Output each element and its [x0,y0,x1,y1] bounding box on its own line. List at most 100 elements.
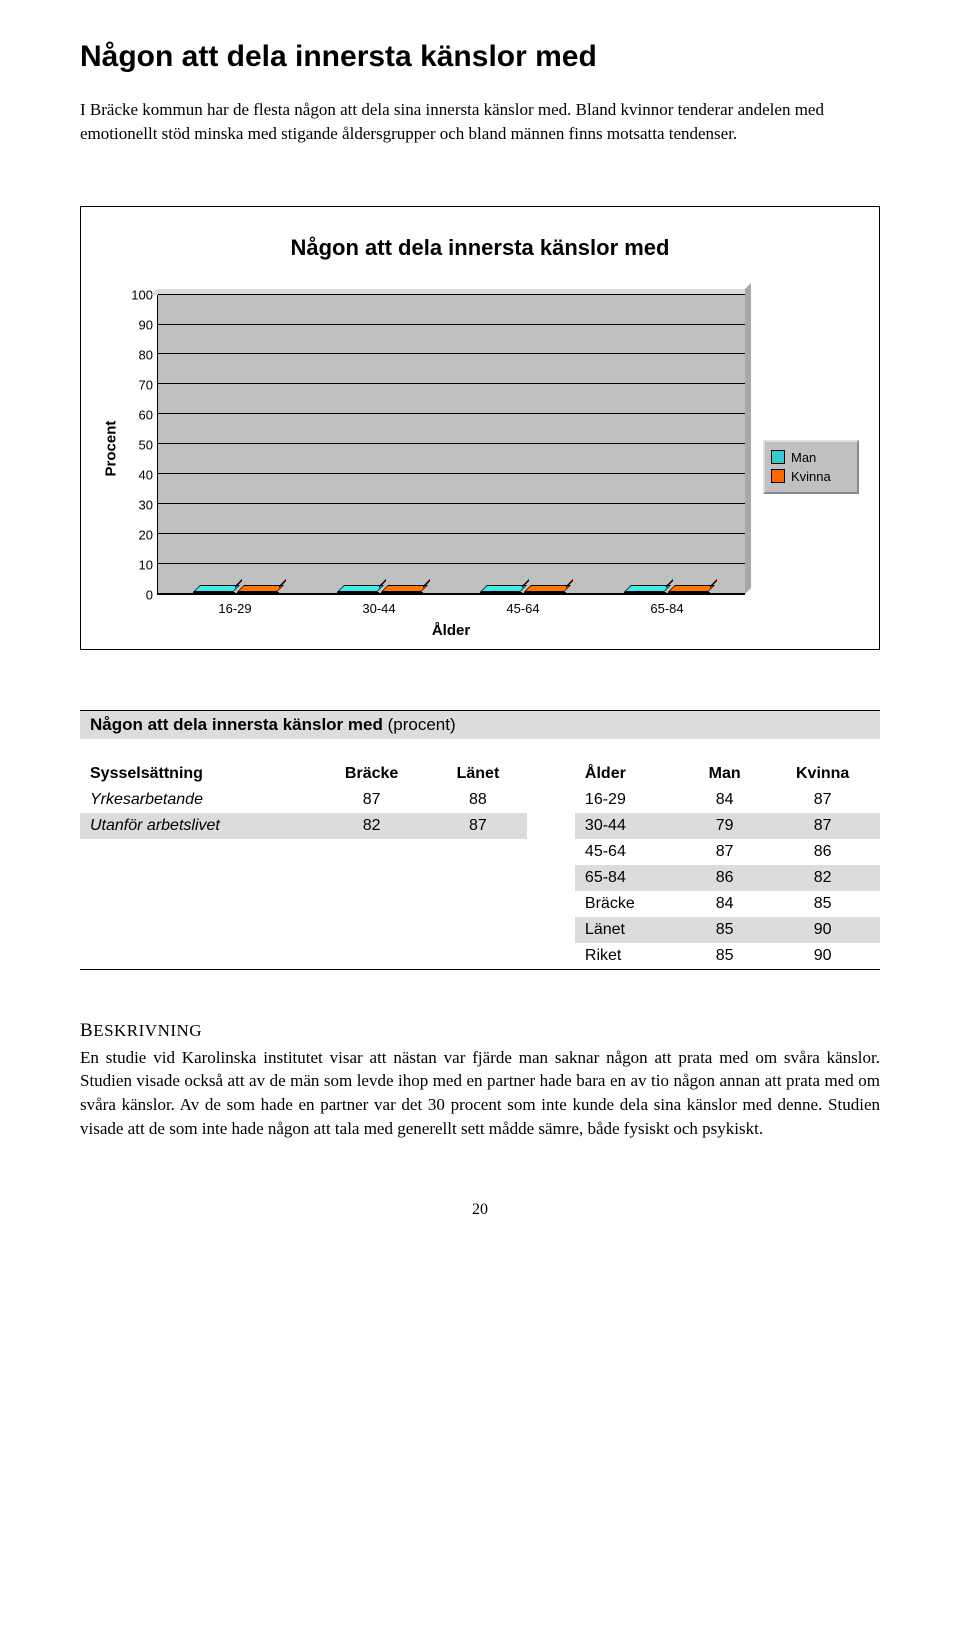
table-cell [429,917,527,943]
table-row: Länet8590 [80,917,880,943]
table-cell: 85 [684,917,765,943]
chart-ytick: 40 [139,467,153,482]
chart-bars [158,295,745,594]
bar [524,592,566,594]
table-cell: Utanför arbetslivet [80,813,314,839]
legend-swatch [771,450,785,464]
table-cell [429,839,527,865]
table-cell [314,865,429,891]
chart-legend: Man Kvinna [763,440,859,494]
bar [624,592,666,594]
legend-label: Kvinna [791,469,831,484]
page-title: Någon att dela innersta känslor med [80,40,880,74]
table-right-header: Ålder [575,761,684,787]
table-cell: 82 [314,813,429,839]
legend-label: Man [791,450,816,465]
chart-ytick: 0 [146,587,153,602]
table-cell: 88 [429,787,527,813]
chart-ytick: 20 [139,527,153,542]
table-cell [314,917,429,943]
table-cell [429,865,527,891]
table-cell: 86 [684,865,765,891]
table-cell [527,839,575,865]
table-cell [429,943,527,969]
table-cell: Riket [575,943,684,969]
table-cell: 84 [684,891,765,917]
chart-ytick: 90 [139,317,153,332]
legend-swatch [771,469,785,483]
table-cell [527,865,575,891]
table-cell: 87 [765,787,880,813]
chart-ytick: 70 [139,377,153,392]
table-cell: 82 [765,865,880,891]
table-cell [527,787,575,813]
page-number: 20 [80,1201,880,1219]
table-title-paren: (procent) [388,715,456,734]
table-cell [527,917,575,943]
legend-item: Man [771,448,851,467]
table-row: 45-648786 [80,839,880,865]
chart-ytick: 50 [139,437,153,452]
table-cell [80,917,314,943]
table-col-kvinna: Kvinna [765,761,880,787]
table-cell: 86 [765,839,880,865]
table-cell: 65-84 [575,865,684,891]
chart-ytick: 10 [139,557,153,572]
table-cell [80,891,314,917]
bar-group [173,592,300,594]
chart-xlabel: 45-64 [460,601,587,616]
table-title: Någon att dela innersta känslor med [90,715,383,734]
table-cell: 90 [765,943,880,969]
chart-xaxis-title: Ålder [157,622,745,639]
table-row: Bräcke8485 [80,891,880,917]
table-col-bracke: Bräcke [314,761,429,787]
table-cell [80,943,314,969]
table-cell [314,943,429,969]
table-cell: 87 [429,813,527,839]
table-cell: 87 [765,813,880,839]
table-cell [527,813,575,839]
bar-group [316,592,443,594]
bar [668,592,710,594]
bar-group [460,592,587,594]
table-cell: 90 [765,917,880,943]
section-heading: BESKRIVNING [80,1020,880,1042]
table-cell: 84 [684,787,765,813]
table-cell: 79 [684,813,765,839]
table-cell: 45-64 [575,839,684,865]
chart-xlabel: 16-29 [172,601,299,616]
table-cell [80,865,314,891]
table-cell: 85 [765,891,880,917]
intro-paragraph: I Bräcke kommun har de flesta någon att … [80,98,880,146]
chart-xlabel: 65-84 [604,601,731,616]
table-cell [429,891,527,917]
table-row: Yrkesarbetande878816-298487 [80,787,880,813]
table-row: 65-848682 [80,865,880,891]
bar [237,592,279,594]
table-left-header: Sysselsättning [80,761,314,787]
table-cell [527,943,575,969]
chart-yticks: 0102030405060708090100 [121,295,157,595]
chart-ytick: 30 [139,497,153,512]
table-cell: 30-44 [575,813,684,839]
table-cell: Yrkesarbetande [80,787,314,813]
table-cell [314,839,429,865]
table-cell [314,891,429,917]
chart-container: Någon att dela innersta känslor med Proc… [80,206,880,650]
chart-ylabel: Procent [103,457,120,477]
bar [337,592,379,594]
chart-grid [157,295,745,595]
bar [193,592,235,594]
body-paragraph: En studie vid Karolinska institutet visa… [80,1046,880,1141]
table-cell: 16-29 [575,787,684,813]
table-cell [80,839,314,865]
data-table: Någon att dela innersta känslor med (pro… [80,710,880,970]
legend-item: Kvinna [771,467,851,486]
chart-xlabel: 30-44 [316,601,443,616]
table-col-lanet: Länet [429,761,527,787]
bar [381,592,423,594]
table-cell: Bräcke [575,891,684,917]
chart-xlabels: 16-29 30-44 45-64 65-84 [157,595,745,616]
table-cell: 85 [684,943,765,969]
chart-ytick: 60 [139,407,153,422]
